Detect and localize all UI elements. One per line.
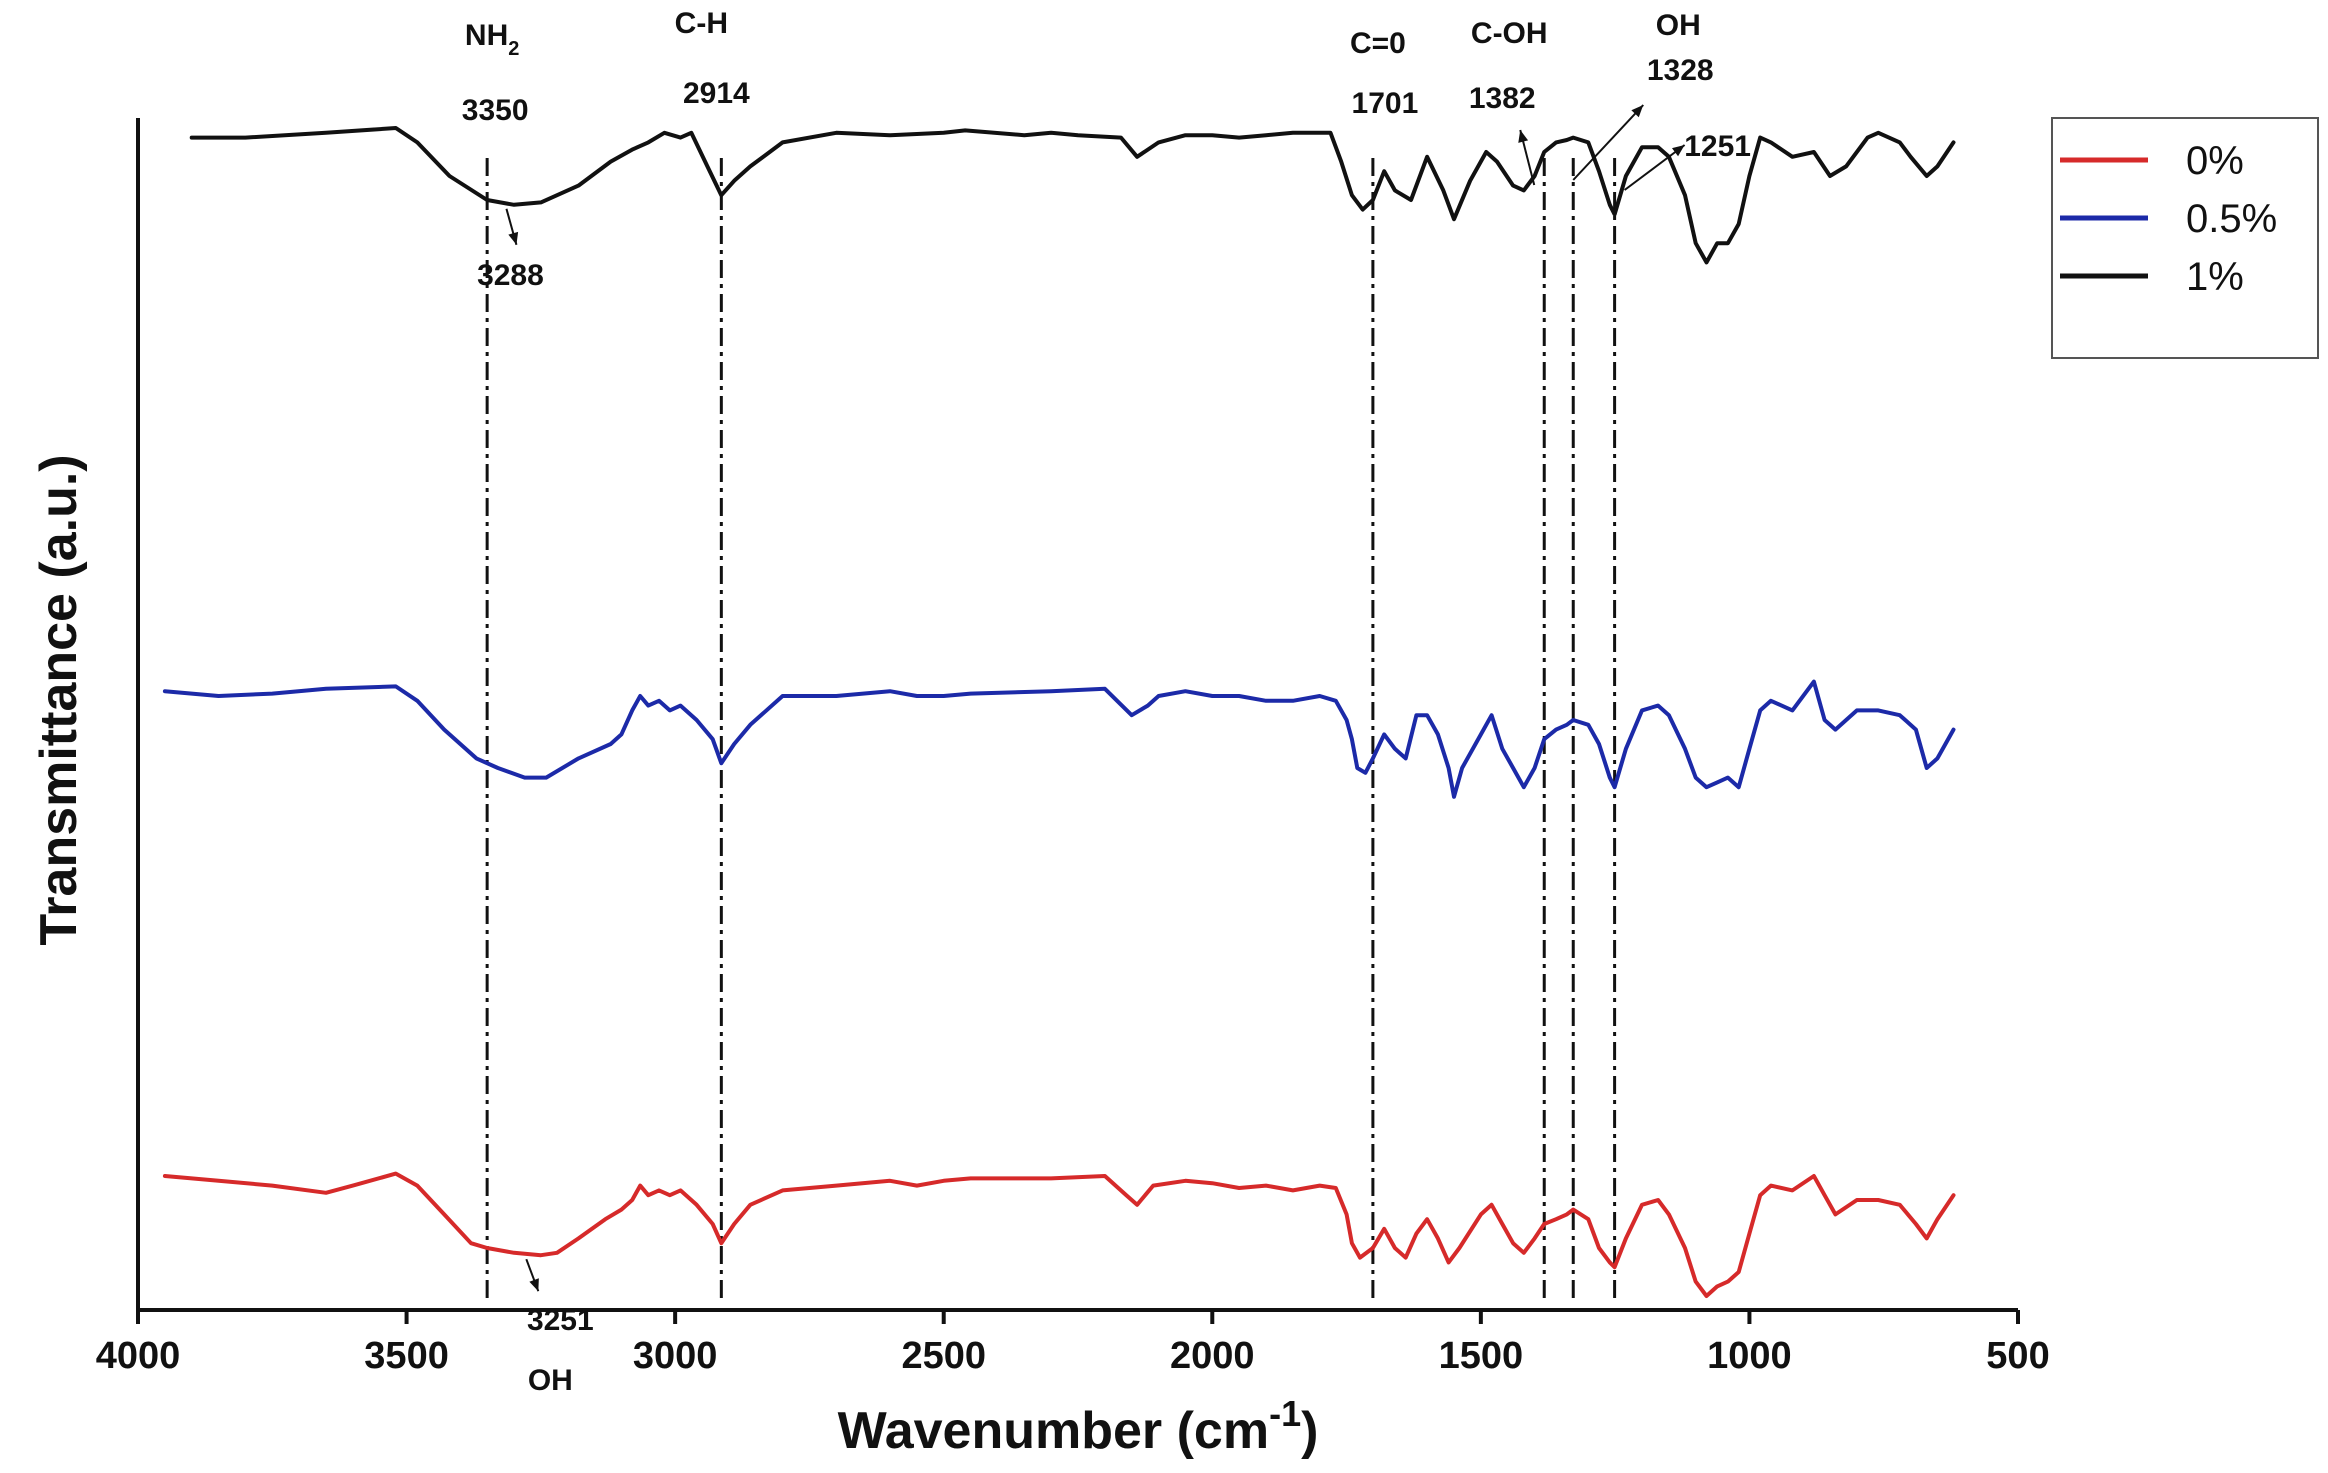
series-line-0-5pct (162, 679, 1956, 799)
ref-label-top: NH (465, 19, 508, 52)
x-tick-label: 4000 (96, 1335, 181, 1377)
y-axis-title: Transmittance (a.u.) (30, 454, 88, 945)
ref-label-value: 3350 (462, 94, 529, 127)
peak-label: 3288 (477, 259, 544, 292)
x-tick-label: 3000 (633, 1335, 718, 1377)
peak-label: 3251 (527, 1304, 594, 1337)
x-ticks: 4000 3500 3000 2500 2000 1500 1000 500 (96, 1310, 2050, 1377)
ref-label-top: OH (1656, 9, 1701, 42)
x-tick-label: 2500 (901, 1335, 986, 1377)
ref-label-top: C-H (675, 7, 728, 40)
series-line-0pct (162, 1171, 1956, 1298)
x-tick-label: 3500 (364, 1335, 449, 1377)
annotation-arrow (1572, 104, 1644, 181)
x-axis-title: Wavenumber (cm-1) (838, 1393, 1319, 1460)
x-tick-label: 2000 (1170, 1335, 1255, 1377)
ref-label-top: C=0 (1350, 27, 1406, 60)
peak-annotations: 3288 3251 OH (477, 259, 594, 1397)
plot-area (136, 118, 2018, 1312)
ref-label-group: NH2 (465, 19, 519, 60)
reference-lines: NH2 3350 C-H 2914 C=0 1701 C-OH 1382 OH 1328 1251 (462, 7, 1751, 1300)
legend-label: 1% (2186, 255, 2244, 299)
annotation-arrowhead (529, 1278, 539, 1292)
ref-label-sub: 2 (508, 38, 519, 60)
series-group (162, 126, 1956, 1298)
annotation-arrow (1624, 144, 1686, 191)
legend-label: 0% (2186, 139, 2244, 183)
ref-label-value: 2914 (683, 77, 750, 110)
legend-label: 0.5% (2186, 197, 2277, 241)
annotation-arrowhead (1671, 145, 1685, 157)
annotation-arrowhead (508, 231, 519, 245)
ref-label-top: C-OH (1471, 17, 1548, 50)
ref-label-value: 1328 (1647, 54, 1714, 87)
legend: 0% 0.5% 1% (2051, 117, 2319, 359)
legend-box (2051, 117, 2319, 359)
series-line-1pct (189, 126, 1956, 265)
x-tick-label: 1000 (1707, 1335, 1792, 1377)
annotation-arrowhead (1518, 130, 1529, 143)
annotation-arrowhead (1631, 105, 1644, 118)
ref-label-value: 1251 (1684, 130, 1751, 163)
peak-label: OH (528, 1364, 573, 1397)
x-tick-label: 1500 (1439, 1335, 1524, 1377)
ref-label-value: 1382 (1469, 82, 1536, 115)
ref-label-value: 1701 (1352, 87, 1419, 120)
x-tick-label: 500 (1986, 1335, 2049, 1377)
